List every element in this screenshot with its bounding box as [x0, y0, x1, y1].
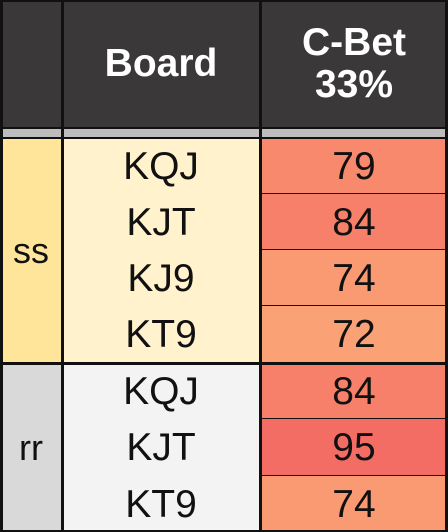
- cbet-cell-ss-3: 72: [260, 306, 448, 363]
- board-cell-ss-1: KJT: [62, 194, 260, 250]
- cbet-value: 74: [332, 482, 376, 526]
- cbet-value: 79: [332, 144, 376, 188]
- cbet-cell-rr-0: 84: [260, 363, 448, 419]
- board-label: KJ9: [127, 256, 195, 300]
- board-cell-ss-0: KQJ: [62, 138, 260, 194]
- cbet-cell-rr-2: 74: [260, 476, 448, 532]
- grid-line-ss-r3: [260, 305, 448, 306]
- grid-line-body-top: [0, 137, 448, 139]
- cbet-cell-ss-2: 74: [260, 250, 448, 306]
- header-board-cell: Board: [62, 0, 260, 128]
- grid-line-ss-r1: [260, 193, 448, 194]
- grid-line-ss-r2: [260, 249, 448, 250]
- cbet-value: 84: [332, 369, 376, 413]
- grid-line-bottom: [0, 530, 448, 532]
- header-separator: [0, 128, 448, 138]
- header-cbet-line1: C-Bet: [302, 20, 406, 64]
- grid-line-group-divider: [0, 362, 448, 365]
- grid-line-top: [0, 0, 448, 2]
- grid-line-header-bottom: [0, 127, 448, 129]
- header-group-cell: [0, 0, 62, 128]
- board-label: KJT: [126, 200, 196, 244]
- board-cell-rr-1: KJT: [62, 419, 260, 476]
- board-label: KJT: [126, 426, 196, 469]
- cbet-value: 72: [332, 313, 376, 356]
- cbet-value: 95: [332, 426, 376, 469]
- grid-line-left: [0, 0, 3, 532]
- grid-line-col2: [259, 0, 262, 532]
- group-cell-ss: ss: [0, 138, 62, 363]
- cbet-value: 74: [332, 256, 376, 300]
- group-cell-rr: rr: [0, 363, 62, 532]
- header-cbet-line2: 33%: [314, 63, 394, 106]
- grid-line-col1: [61, 0, 64, 532]
- cbet-cell-ss-1: 84: [260, 194, 448, 250]
- board-cell-ss-2: KJ9: [62, 250, 260, 306]
- cbet-cell-rr-1: 95: [260, 419, 448, 476]
- header-cbet-cell: C-Bet 33%: [260, 0, 448, 128]
- board-label: KQJ: [123, 144, 199, 188]
- group-label: ss: [13, 229, 49, 271]
- board-label: KT9: [125, 482, 197, 526]
- header-board-label: Board: [104, 41, 218, 85]
- board-label: KT9: [125, 313, 197, 356]
- board-label: KQJ: [123, 369, 199, 413]
- board-cell-ss-3: KT9: [62, 306, 260, 363]
- cbet-cell-ss-0: 79: [260, 138, 448, 194]
- cbet-value: 84: [332, 200, 376, 244]
- grid-line-rr-r1: [260, 418, 448, 419]
- group-label: rr: [19, 426, 43, 468]
- board-cell-rr-0: KQJ: [62, 363, 260, 419]
- board-cell-rr-2: KT9: [62, 476, 260, 532]
- grid-line-rr-r2: [260, 475, 448, 476]
- grid-line-right: [445, 0, 448, 532]
